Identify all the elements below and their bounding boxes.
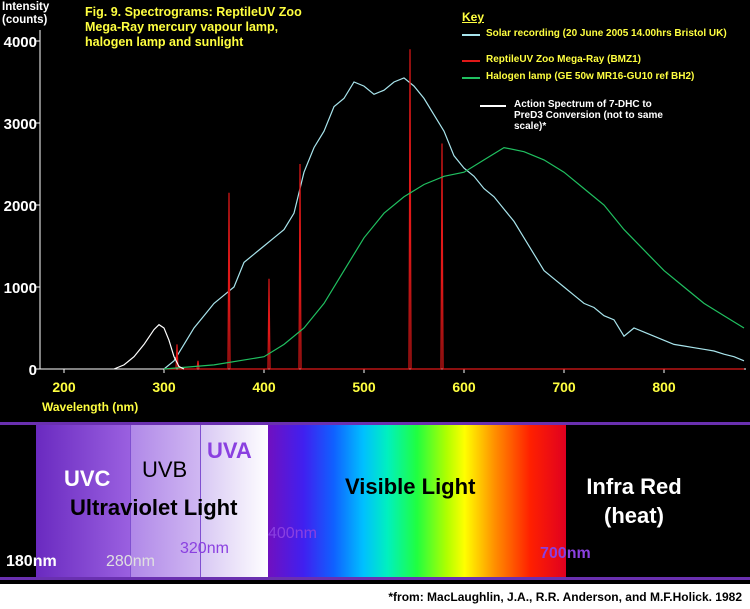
x-tick-label: 600 — [452, 379, 476, 395]
uvb-band — [130, 425, 201, 577]
x-tick-label: 200 — [52, 379, 76, 395]
legend-label: Action Spectrum of 7-DHC to PreD3 Conver… — [514, 99, 663, 132]
uvb-label: UVB — [142, 457, 188, 482]
band-border — [0, 577, 750, 580]
x-tick-label: 700 — [552, 379, 576, 395]
y-axis-label: Intensity (counts) — [2, 1, 50, 26]
infrared-label: Infra Red — [586, 474, 682, 499]
visible-label: Visible Light — [345, 474, 476, 499]
x-tick-label: 500 — [352, 379, 376, 395]
y-tick-label: 4000 — [4, 34, 37, 51]
x-tick-label: 800 — [652, 379, 676, 395]
x-tick-label: 300 — [152, 379, 176, 395]
x-tick-label: 400 — [252, 379, 276, 395]
uva-label: UVA — [207, 438, 252, 463]
nm-label: 280nm — [106, 553, 155, 570]
legend-label: ReptileUV Zoo Mega-Ray (BMZ1) — [486, 54, 642, 65]
band-border — [0, 422, 750, 425]
visible-band — [268, 425, 566, 577]
nm-label: 320nm — [180, 540, 229, 557]
heat-label: (heat) — [604, 503, 664, 528]
footer: *from: MacLaughlin, J.A., R.R. Anderson,… — [388, 590, 742, 604]
legend-swatch — [480, 105, 506, 107]
legend-title: Key — [462, 10, 485, 24]
legend-swatch — [462, 77, 480, 79]
x-axis-label: Wavelength (nm) — [42, 400, 139, 414]
uvc-label: UVC — [64, 466, 111, 491]
y-tick-label: 3000 — [4, 116, 37, 133]
legend-label: Halogen lamp (GE 50w MR16-GU10 ref BH2) — [486, 71, 695, 82]
series-line — [163, 77, 745, 370]
y-tick-label: 2000 — [4, 198, 37, 215]
chart-title: Fig. 9. Spectrograms: ReptileUV Zoo Mega… — [85, 5, 302, 49]
y-tick-label: 0 — [29, 362, 37, 379]
series-line — [113, 323, 185, 370]
uva-band — [200, 425, 269, 577]
footer-bg — [0, 584, 750, 609]
nm-label: 700nm — [540, 545, 591, 562]
chart: 0 1000 2000 3000 4000 200 300 400 500 600 700 800 — [4, 30, 746, 395]
series-line — [163, 146, 745, 370]
nm-label: 400nm — [268, 525, 317, 542]
nm-label: 180nm — [6, 553, 57, 570]
ultraviolet-label: Ultraviolet Light — [70, 495, 238, 520]
uvc-band — [36, 425, 130, 577]
legend-swatch — [462, 34, 480, 36]
y-tick-label: 1000 — [4, 280, 37, 297]
series-line — [164, 49, 744, 370]
legend-label: Solar recording (20 June 2005 14.00hrs B… — [486, 28, 727, 39]
legend-swatch — [462, 60, 480, 62]
